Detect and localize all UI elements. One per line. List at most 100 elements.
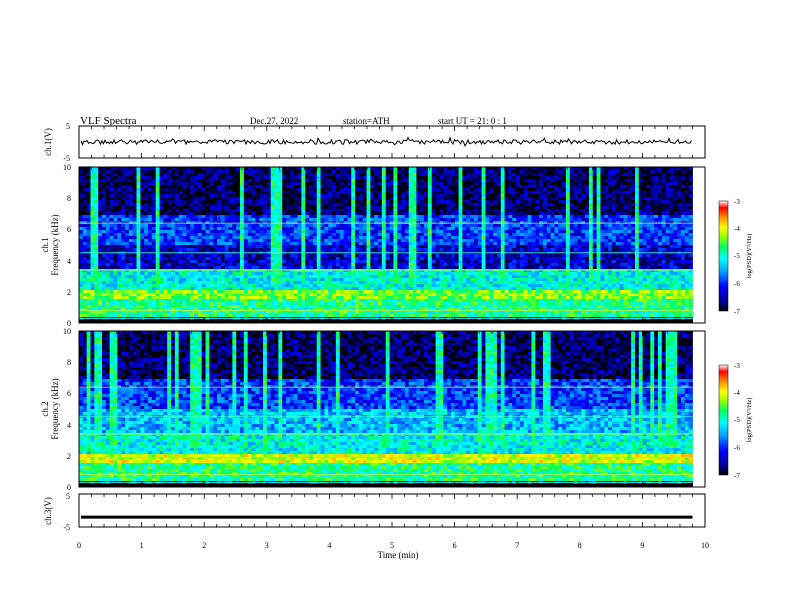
spectrogram-cell	[347, 290, 352, 294]
spectrogram-cell	[102, 266, 107, 270]
spectrogram-cell	[435, 206, 440, 210]
spectrogram-cell	[167, 182, 172, 186]
spectrogram-cell	[263, 194, 268, 198]
ch1-waveform-ticks	[78, 126, 706, 158]
spectrogram-cell	[82, 269, 88, 273]
spectrogram-cell	[293, 206, 298, 210]
spectrogram-cell	[424, 302, 429, 306]
spectrogram-cell	[351, 233, 356, 237]
spectrogram-cell	[224, 245, 229, 249]
spectrogram-cell	[102, 200, 107, 204]
spectrogram-cell	[316, 296, 321, 300]
spectrogram-cell	[420, 215, 425, 219]
spectrogram-cell	[343, 266, 348, 270]
spectrogram-cell	[404, 185, 410, 189]
spectrogram-cell	[278, 179, 283, 183]
spectrogram-cell	[378, 266, 383, 270]
spectrogram-cell	[140, 287, 145, 291]
spectrogram-cell	[297, 194, 302, 198]
spectrogram-cell	[293, 260, 298, 264]
spectrogram-cell	[286, 167, 291, 171]
spectrogram-cell	[201, 206, 206, 210]
spectrogram-cell	[366, 212, 371, 216]
spectrogram-cell	[125, 233, 130, 237]
spectrogram-cell	[171, 200, 176, 204]
spectrogram-cell	[132, 206, 137, 210]
spectrogram-cell	[174, 188, 180, 192]
spectrogram-cell	[416, 227, 421, 231]
spectrogram-cell	[378, 260, 383, 264]
spectrogram-cell	[247, 206, 252, 210]
spectrogram-cell	[178, 278, 183, 282]
spectrogram-cell	[151, 269, 157, 273]
spectrogram-cell	[259, 278, 264, 282]
spectrogram-cell	[270, 230, 275, 234]
spectrogram-cell	[420, 299, 425, 303]
spectrogram-cell	[209, 263, 214, 267]
spectrogram-cell	[289, 227, 295, 231]
spectrogram-cell	[240, 257, 245, 261]
spectrogram-cell	[121, 173, 126, 177]
spectrogram-cell	[232, 242, 237, 246]
spectrogram-cell	[117, 305, 122, 309]
spectrogram-cell	[259, 314, 264, 318]
spectrogram-cell	[316, 212, 321, 216]
spectrogram-cell	[98, 269, 103, 273]
spectrogram-cell	[316, 200, 321, 204]
spectrogram-cell	[389, 185, 394, 189]
spectrogram-cell	[243, 167, 249, 171]
spectrogram-cell	[155, 287, 160, 291]
spectrogram-cell	[431, 185, 436, 189]
spectrogram-cell	[236, 254, 241, 258]
spectrogram-cell	[251, 311, 256, 315]
spectrogram-cell	[144, 203, 149, 207]
spectrogram-cell	[182, 227, 187, 231]
spectrogram-cell	[301, 290, 306, 294]
spectrogram-cell	[163, 308, 168, 312]
spectrogram-cell	[343, 275, 348, 279]
spectrogram-cell	[251, 179, 256, 183]
spectrogram-cell	[102, 233, 107, 237]
spectrogram-cell	[278, 224, 283, 228]
spectrogram-cell	[427, 287, 433, 291]
spectrogram-cell	[148, 203, 153, 207]
spectrogram-cell	[136, 224, 141, 228]
spectrogram-cell	[163, 212, 168, 216]
spectrogram-cell	[420, 248, 425, 252]
spectrogram-cell	[424, 299, 429, 303]
spectrogram-cell	[197, 254, 203, 258]
spectrogram-cell	[370, 314, 375, 318]
spectrogram-cell	[171, 182, 176, 186]
spectrogram-cell	[351, 215, 356, 219]
spectrogram-cell	[266, 302, 272, 306]
spectrogram-cell	[144, 239, 149, 243]
spectrogram-cell	[186, 185, 191, 189]
spectrogram-cell	[190, 269, 195, 273]
spectrogram-cell	[232, 215, 237, 219]
spectrogram-cell	[186, 254, 191, 258]
spectrogram-cell	[263, 278, 268, 282]
spectrogram-cell	[378, 170, 383, 174]
spectrogram-cell	[243, 275, 249, 279]
spectrogram-cell	[113, 215, 118, 219]
spectrogram-cell	[301, 257, 306, 261]
spectrogram-cell	[305, 284, 310, 288]
spectrogram-cell	[282, 185, 287, 189]
spectrogram-cell	[286, 290, 291, 294]
spectrogram-cell	[79, 299, 84, 303]
spectrogram-cell	[362, 233, 367, 237]
spectrogram-cell	[113, 212, 118, 216]
spectrogram-cell	[247, 173, 252, 177]
spectrogram-cell	[351, 200, 356, 204]
spectrogram-cell	[397, 179, 402, 183]
spectrogram-cell	[220, 227, 226, 231]
spectrogram-cell	[140, 233, 145, 237]
spectrogram-cell	[155, 281, 160, 285]
spectrogram-cell	[381, 260, 387, 264]
spectrogram-cell	[228, 191, 233, 195]
spectrogram-cell	[151, 176, 157, 180]
spectrogram-cell	[128, 203, 134, 207]
spectrogram-cell	[213, 185, 218, 189]
spectrogram-cell	[151, 305, 157, 309]
spectrogram-cell	[374, 233, 379, 237]
